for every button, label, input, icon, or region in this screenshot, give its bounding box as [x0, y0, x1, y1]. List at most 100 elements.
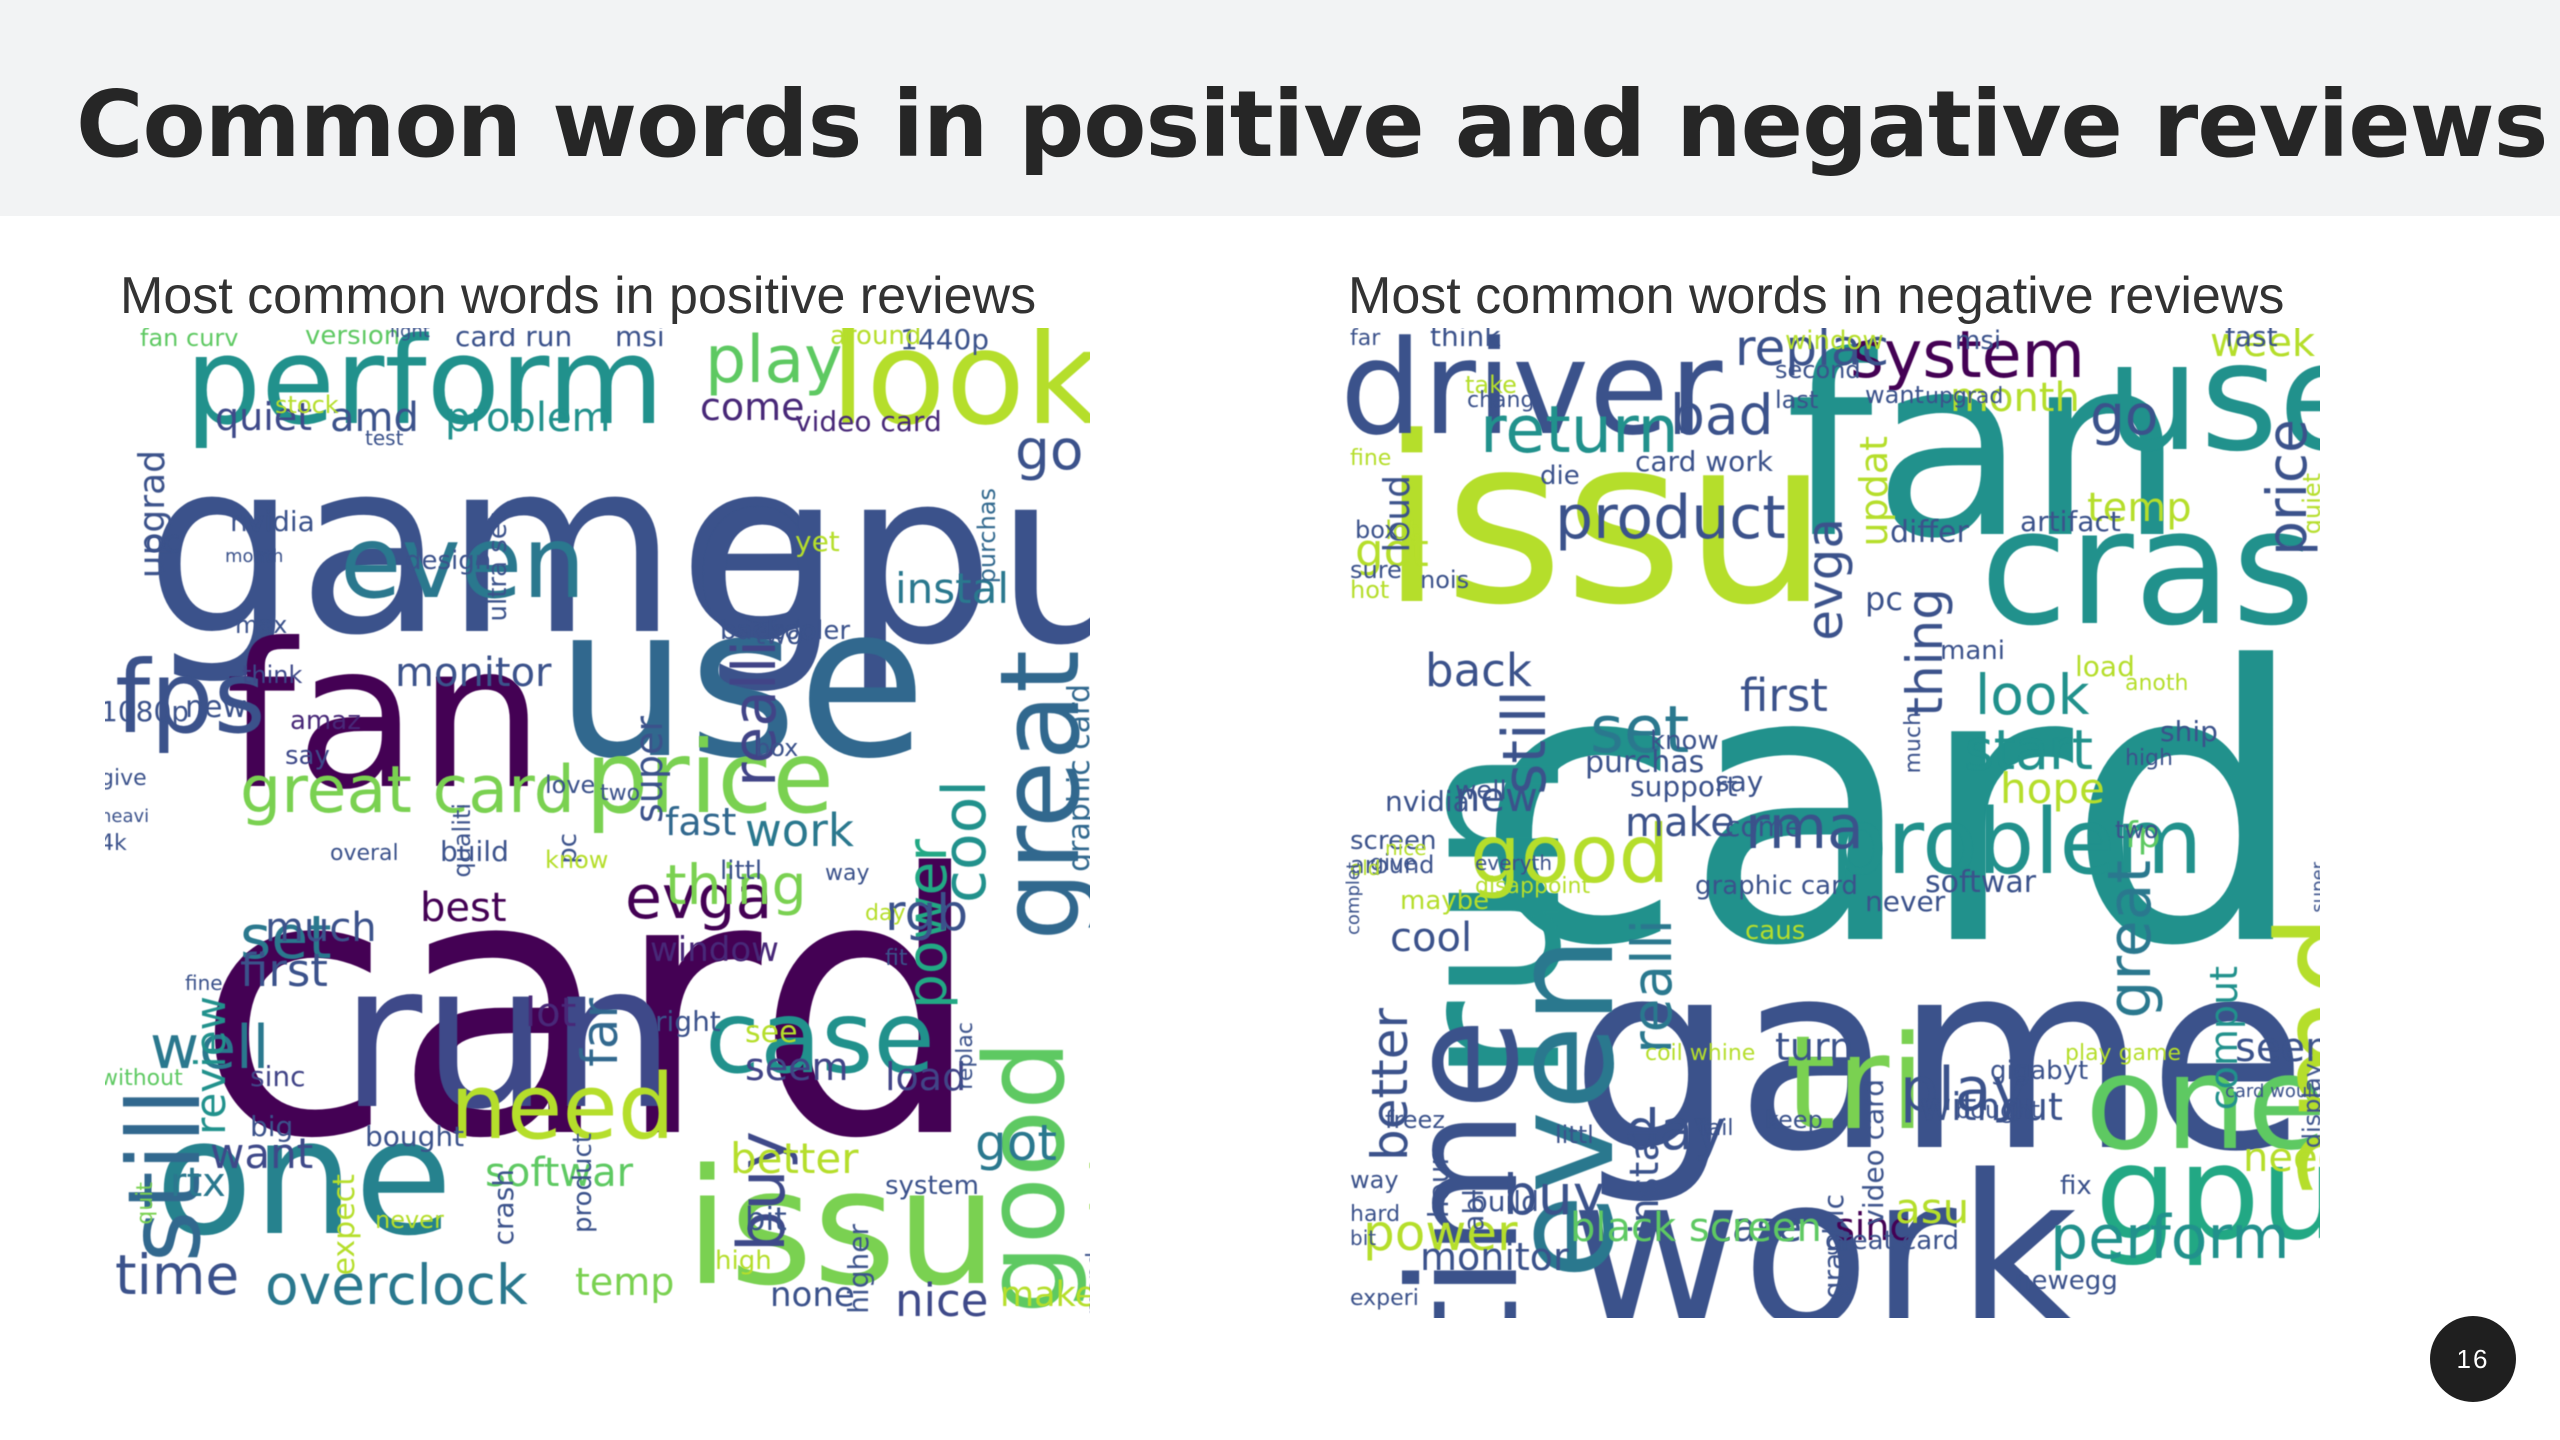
negative-word: perform: [2050, 1203, 2290, 1273]
positive-word: rtx: [170, 1160, 226, 1206]
negative-word: one: [2085, 1027, 2320, 1179]
negative-word: artifact: [2020, 505, 2121, 538]
positive-word: higher: [842, 1223, 875, 1314]
negative-word: two: [2115, 816, 2159, 844]
positive-word: game: [145, 408, 826, 688]
negative-word: cool: [1390, 915, 1473, 961]
negative-word: newegg: [2015, 1266, 2118, 1296]
positive-word: build: [440, 835, 509, 868]
negative-word: upgrad: [1925, 384, 2004, 409]
negative-word: great: [2095, 860, 2165, 1019]
positive-word: go: [1015, 418, 1084, 482]
negative-word: think: [1430, 328, 1501, 353]
positive-word: window: [650, 930, 779, 970]
negative-word: complet: [1345, 861, 1364, 935]
negative-word: take: [1465, 371, 1517, 399]
slide-title: Common words in positive and negative re…: [76, 71, 2548, 178]
negative-word: seem: [2235, 1025, 2320, 1071]
positive-word: want: [210, 1129, 314, 1178]
positive-word: 4k: [105, 831, 127, 856]
negative-word: caus: [1745, 916, 1806, 946]
positive-word: month: [225, 546, 284, 567]
negative-word: return: [1480, 393, 1679, 468]
positive-word: need: [450, 1055, 675, 1160]
positive-word: would recommend: [1083, 1252, 1090, 1318]
positive-word: gpu: [690, 418, 1090, 698]
positive-word: fast: [665, 800, 737, 844]
positive-word: amaz: [290, 706, 361, 736]
negative-word: need: [2243, 1135, 2320, 1181]
negative-word: mani: [1940, 636, 2005, 666]
positive-word: great card: [240, 753, 575, 828]
negative-word: coil whine: [1645, 1041, 1756, 1066]
negative-word: gigabyt: [1990, 1056, 2089, 1086]
positive-word: 1080p: [105, 695, 190, 728]
negative-word: display: [2298, 1062, 2320, 1149]
positive-word: big: [250, 1110, 294, 1143]
positive-word: light: [390, 328, 430, 342]
negative-word-cloud: cardgamefanissuworkruncrashusedrivertime…: [1345, 328, 2320, 1318]
negative-word: sure: [1350, 556, 1402, 584]
positive-word: much: [265, 905, 377, 951]
positive-word: thing: [665, 853, 807, 917]
negative-word: graphic card: [1695, 871, 1858, 901]
positive-word: monitor: [395, 650, 552, 696]
positive-word: quit: [133, 1182, 158, 1226]
positive-word: even: [340, 504, 586, 621]
positive-word: high: [715, 1246, 772, 1276]
negative-cloud-title: Most common words in negative reviews: [1348, 267, 2285, 325]
negative-word: nvidia: [1385, 785, 1470, 818]
positive-word: best: [420, 885, 507, 931]
negative-word: come: [1725, 810, 1803, 843]
positive-word: fps: [115, 639, 266, 756]
negative-word: disappoint: [1475, 874, 1591, 899]
negative-word: evga: [1796, 518, 1854, 641]
positive-word: got: [975, 1114, 1057, 1172]
negative-word: experi: [1350, 1286, 1419, 1311]
positive-word: first: [240, 944, 328, 997]
positive-word: use: [555, 560, 927, 805]
positive-word: system: [885, 1171, 979, 1201]
negative-word: ship: [2160, 715, 2218, 748]
positive-word: super: [627, 715, 671, 823]
positive-word: max: [235, 611, 288, 639]
negative-word: abl: [1457, 1188, 1490, 1232]
negative-word: card: [1475, 586, 2308, 1029]
negative-word: everyth: [1475, 851, 1553, 875]
negative-word: set: [1590, 693, 1690, 768]
positive-word: well: [150, 1013, 270, 1083]
positive-word: amd: [330, 395, 419, 441]
positive-word: 1440p: [900, 328, 990, 356]
positive-word: right: [655, 1005, 721, 1038]
positive-word: bought: [365, 1120, 465, 1153]
positive-word: box: [755, 734, 799, 762]
negative-word: say: [1715, 765, 1764, 798]
negative-word: new: [1455, 775, 1538, 821]
positive-word: run: [340, 921, 676, 1154]
negative-word: look: [1975, 663, 2090, 727]
negative-word: well: [1455, 776, 1507, 806]
negative-word: much: [1901, 712, 1926, 774]
negative-word: keep: [1765, 1106, 1823, 1134]
positive-word: work: [745, 804, 854, 857]
negative-word: anoth: [2125, 671, 2189, 696]
positive-word: perform: [185, 328, 665, 452]
negative-word: differ: [1890, 515, 1969, 550]
positive-word: bit: [745, 1200, 787, 1238]
negative-word: softwar: [1925, 865, 2037, 900]
positive-word: rgb: [885, 884, 969, 942]
negative-word: give: [1370, 851, 1417, 876]
negative-word: day: [1625, 1098, 1727, 1162]
negative-word: updat: [1852, 435, 1896, 547]
positive-word: make: [1000, 1275, 1090, 1315]
negative-word: quiet: [2298, 472, 2320, 535]
positive-word: msi: [615, 328, 665, 353]
negative-word: black screen: [1570, 1205, 1822, 1251]
negative-word: fan: [1785, 328, 2185, 593]
negative-word: month: [1950, 375, 2080, 421]
negative-word: got: [1355, 524, 1429, 577]
positive-word: overclock: [265, 1253, 528, 1317]
negative-word: chang: [1467, 388, 1535, 413]
negative-word: product: [1555, 483, 1786, 553]
negative-word: rma: [1745, 793, 1864, 863]
